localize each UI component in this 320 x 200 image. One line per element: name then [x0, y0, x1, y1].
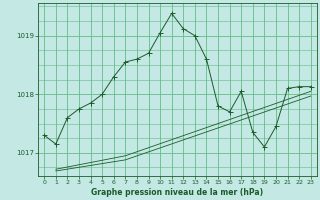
X-axis label: Graphe pression niveau de la mer (hPa): Graphe pression niveau de la mer (hPa) — [92, 188, 264, 197]
